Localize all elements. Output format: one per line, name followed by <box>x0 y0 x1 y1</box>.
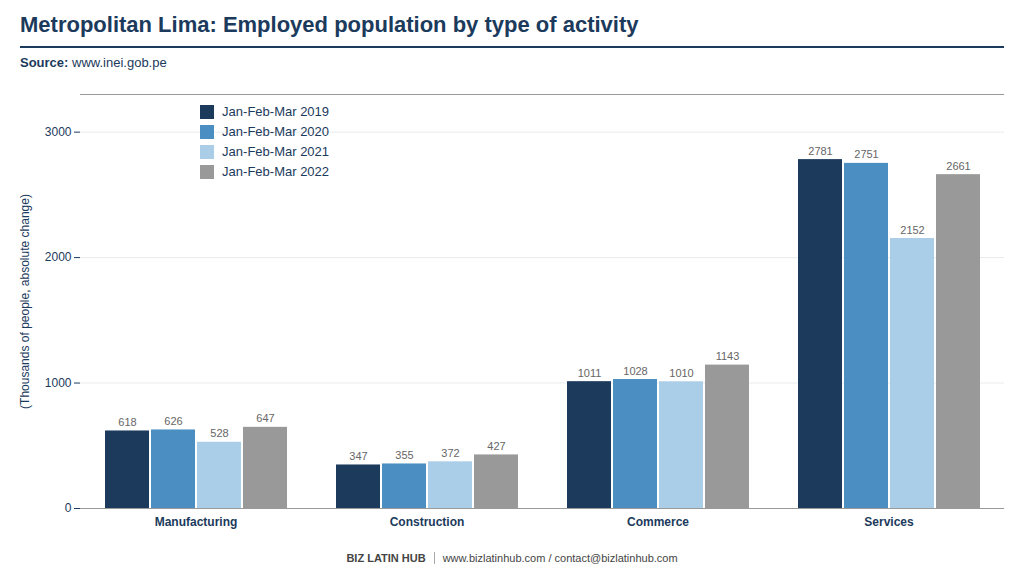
svg-text:647: 647 <box>256 412 274 424</box>
html-text:www.bizlatinhub.com / contact@: www.bizlatinhub.com / contact@bizlatinhu… <box>442 552 678 564</box>
svg-text:618: 618 <box>118 416 136 428</box>
svg-text:2751: 2751 <box>854 148 878 160</box>
svg-text:2661: 2661 <box>946 160 970 172</box>
svg-text:2781: 2781 <box>808 145 832 157</box>
html-text:Metropolitan Lima: Employed po: Metropolitan Lima: Employed population b… <box>20 12 639 37</box>
svg-text:355: 355 <box>395 449 413 461</box>
svg-text:1143: 1143 <box>716 350 740 362</box>
svg-text:372: 372 <box>441 447 459 459</box>
html-text:BIZ LATIN HUB: BIZ LATIN HUB <box>346 552 426 564</box>
html-text:Source: www.inei.gob.pe: Source: www.inei.gob.pe <box>20 55 167 70</box>
svg-text:0: 0 <box>65 501 72 515</box>
svg-text:2000: 2000 <box>45 250 72 264</box>
html-text:Jan-Feb-Mar 2022: Jan-Feb-Mar 2022 <box>222 164 330 179</box>
svg-text:1028: 1028 <box>623 365 647 377</box>
svg-text:2152: 2152 <box>900 224 924 236</box>
svg-text:Commerce: Commerce <box>627 515 689 529</box>
svg-text:427: 427 <box>487 440 505 452</box>
svg-text:1011: 1011 <box>578 367 602 379</box>
svg-text:3000: 3000 <box>45 125 72 139</box>
svg-text:(Thousands of people, absolute: (Thousands of people, absolute change) <box>18 194 32 409</box>
svg-text:Construction: Construction <box>390 515 465 529</box>
svg-text:1010: 1010 <box>669 367 693 379</box>
html-text:Jan-Feb-Mar 2021: Jan-Feb-Mar 2021 <box>222 144 330 159</box>
svg-text:Services: Services <box>864 515 914 529</box>
svg-text:347: 347 <box>349 450 367 462</box>
svg-text:1000: 1000 <box>45 376 72 390</box>
svg-text:626: 626 <box>164 415 182 427</box>
html-text:Jan-Feb-Mar 2019: Jan-Feb-Mar 2019 <box>222 104 330 119</box>
svg-text:528: 528 <box>210 427 228 439</box>
svg-text:Manufacturing: Manufacturing <box>155 515 238 529</box>
html-text:Jan-Feb-Mar 2020: Jan-Feb-Mar 2020 <box>222 124 330 139</box>
